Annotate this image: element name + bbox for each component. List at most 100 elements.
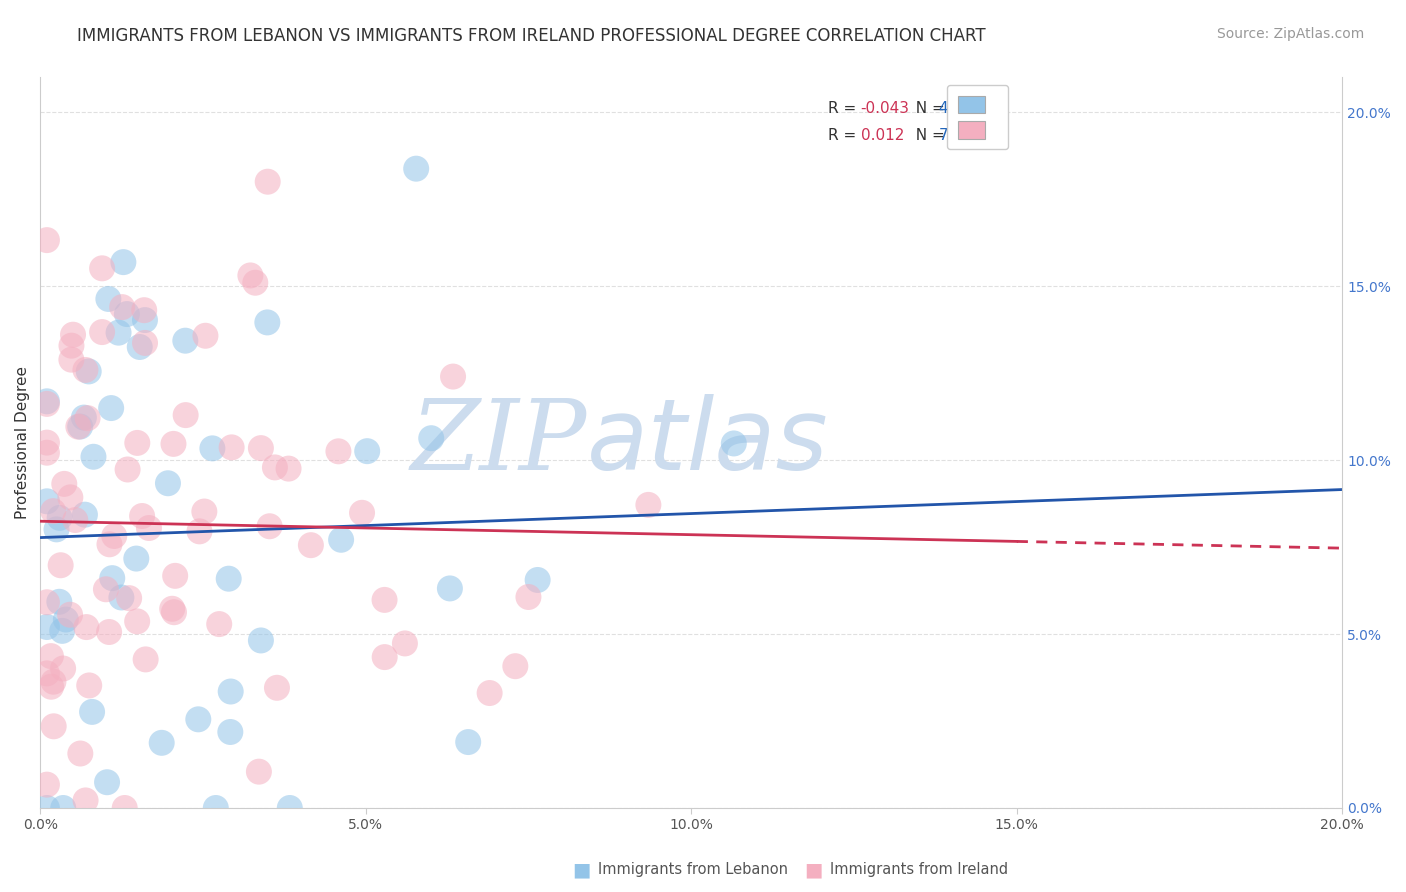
Point: [259, 519, 281, 533]
Point: [441, 369, 464, 384]
Point: [218, 572, 240, 586]
Text: 47: 47: [939, 101, 957, 116]
Point: [48, 595, 70, 609]
Point: [328, 444, 350, 458]
Point: [162, 437, 184, 451]
Point: [266, 681, 288, 695]
Point: [165, 569, 187, 583]
Point: [35, 620, 58, 634]
Point: [42, 719, 65, 733]
Point: [55, 613, 77, 627]
Point: [160, 601, 183, 615]
Point: [75, 793, 97, 807]
Point: [69, 419, 91, 434]
Point: [134, 303, 156, 318]
Point: [49, 558, 72, 573]
Point: [100, 401, 122, 415]
Point: [221, 441, 243, 455]
Point: [134, 335, 156, 350]
Point: [62, 327, 84, 342]
Point: [250, 633, 273, 648]
Point: [35, 394, 58, 409]
Point: [45, 522, 67, 536]
Text: Immigrants from Ireland: Immigrants from Ireland: [830, 863, 1008, 877]
Text: R =: R =: [828, 101, 860, 116]
Point: [42, 504, 65, 518]
Point: [374, 593, 396, 607]
Point: [52, 661, 75, 675]
Point: [174, 334, 197, 348]
Point: [65, 513, 87, 527]
Point: [193, 504, 215, 518]
Point: [278, 801, 301, 815]
Point: [35, 233, 58, 247]
Point: [39, 649, 62, 664]
Point: [60, 352, 83, 367]
Point: [82, 450, 104, 464]
Point: [75, 620, 97, 634]
Point: [150, 736, 173, 750]
Point: [131, 508, 153, 523]
Point: [208, 617, 231, 632]
Point: [219, 684, 242, 698]
Point: [77, 678, 100, 692]
Text: ■: ■: [572, 860, 591, 880]
Point: [96, 775, 118, 789]
Point: [80, 705, 103, 719]
Point: [115, 307, 138, 321]
Point: [134, 313, 156, 327]
Point: [125, 551, 148, 566]
Y-axis label: Professional Degree: Professional Degree: [15, 367, 30, 519]
Point: [264, 460, 287, 475]
Text: R =: R =: [828, 128, 866, 144]
Point: [97, 292, 120, 306]
Point: [35, 435, 58, 450]
Point: [135, 652, 157, 666]
Point: [250, 441, 273, 455]
Point: [59, 607, 82, 622]
Point: [117, 462, 139, 476]
Point: [330, 533, 353, 547]
Point: [174, 408, 197, 422]
Point: [374, 650, 396, 665]
Point: [526, 573, 548, 587]
Point: [35, 397, 58, 411]
Point: [356, 444, 378, 458]
Point: [245, 276, 267, 290]
Text: -0.043: -0.043: [860, 101, 910, 116]
Point: [52, 801, 75, 815]
Point: [53, 476, 76, 491]
Point: [277, 461, 299, 475]
Point: [114, 801, 136, 815]
Point: [48, 511, 70, 525]
Point: [94, 582, 117, 597]
Point: [112, 255, 135, 269]
Point: [39, 680, 62, 694]
Point: [478, 686, 501, 700]
Point: [107, 326, 129, 340]
Text: 75: 75: [939, 128, 957, 144]
Point: [91, 261, 114, 276]
Point: [352, 506, 374, 520]
Point: [138, 521, 160, 535]
Point: [439, 582, 461, 596]
Point: [517, 590, 540, 604]
Legend: , : ,: [948, 85, 1008, 149]
Point: [256, 315, 278, 329]
Point: [188, 524, 211, 539]
Text: ■: ■: [804, 860, 823, 880]
Point: [187, 712, 209, 726]
Point: [59, 491, 82, 505]
Point: [73, 410, 96, 425]
Point: [101, 571, 124, 585]
Point: [201, 442, 224, 456]
Point: [51, 624, 73, 638]
Point: [299, 538, 322, 552]
Point: [69, 747, 91, 761]
Text: N =: N =: [905, 128, 950, 144]
Text: N =: N =: [905, 101, 950, 116]
Text: Immigrants from Lebanon: Immigrants from Lebanon: [598, 863, 787, 877]
Point: [35, 666, 58, 681]
Point: [35, 446, 58, 460]
Point: [35, 801, 58, 815]
